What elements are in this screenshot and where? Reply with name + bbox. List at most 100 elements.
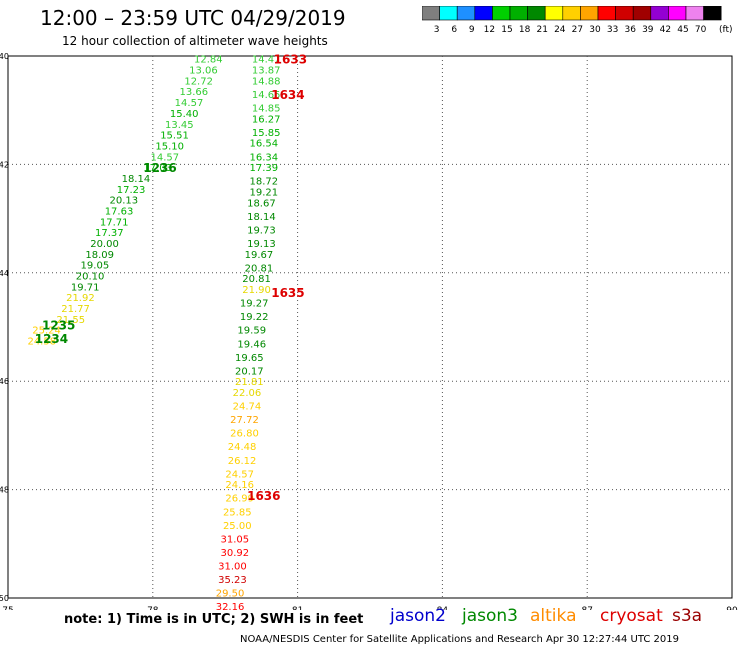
wave-height-value: 22.06 <box>233 388 262 399</box>
wave-height-value: 20.00 <box>90 239 119 250</box>
legend-label: 70 <box>695 25 707 35</box>
legend-label: 24 <box>554 25 566 35</box>
wave-height-value: 15.10 <box>155 141 184 152</box>
wave-height-value: 17.71 <box>100 217 129 228</box>
y-tick-label: -46 <box>0 377 9 386</box>
wave-height-value: 19.46 <box>237 339 266 350</box>
wave-height-value: 15.51 <box>160 131 189 142</box>
legend-label: 15 <box>501 25 512 35</box>
pass-time-label: 1633 <box>274 53 307 67</box>
wave-height-value: 26.12 <box>228 456 257 467</box>
wave-height-value: 26.99 <box>225 494 254 505</box>
wave-height-value: 19.71 <box>71 282 100 293</box>
wave-height-value: 20.10 <box>76 272 105 283</box>
wave-height-value: 19.13 <box>247 239 276 250</box>
satellite-jason2: jason2 <box>390 606 446 626</box>
y-tick-label: -44 <box>0 269 9 278</box>
chart-subtitle: 12 hour collection of altimeter wave hei… <box>62 34 328 48</box>
pass-time-label: 1635 <box>271 286 304 300</box>
wave-height-value: 14.57 <box>175 98 204 109</box>
footer-credit: NOAA/NESDIS Center for Satellite Applica… <box>240 634 679 645</box>
wave-height-value: 21.55 <box>56 315 85 326</box>
wave-height-value: 25.00 <box>223 521 252 532</box>
legend-label: 21 <box>536 25 547 35</box>
satellite-cryosat: cryosat <box>600 606 663 626</box>
wave-height-value: 16.27 <box>252 114 281 125</box>
wave-height-value: 19.73 <box>247 225 276 236</box>
y-tick-label: -50 <box>0 594 9 603</box>
wave-height-value: 17.63 <box>105 206 134 217</box>
wave-height-value: 14.85 <box>252 103 281 114</box>
wave-height-value: 16.34 <box>249 152 278 163</box>
wave-height-value: 12.72 <box>184 76 213 87</box>
x-tick-label: 81 <box>292 606 303 610</box>
y-tick-label: -48 <box>0 486 9 495</box>
legend-label: 12 <box>484 25 495 35</box>
wave-height-value: 20.81 <box>245 263 274 274</box>
units-note: note: 1) Time is in UTC; 2) SWH is in fe… <box>64 612 364 627</box>
legend-label: 3 <box>434 25 440 35</box>
wave-height-value: 25.85 <box>223 507 252 518</box>
wave-height-value: 26.80 <box>230 429 259 440</box>
wave-height-value: 20.81 <box>242 274 271 285</box>
wave-height-value: 12.84 <box>194 55 223 66</box>
wave-height-value: 19.05 <box>81 261 110 272</box>
pass-time-label: 1236 <box>143 161 176 175</box>
legend-label: 30 <box>589 25 601 35</box>
satellite-jason3: jason3 <box>462 606 518 626</box>
legend-label: 45 <box>677 25 688 35</box>
x-tick-label: 84 <box>437 606 449 610</box>
x-tick-label: 78 <box>147 606 159 610</box>
wave-height-value: 19.65 <box>235 353 264 364</box>
y-tick-label: -40 <box>0 52 9 61</box>
wave-height-value: 31.00 <box>218 561 247 572</box>
pass-time-label: 1636 <box>247 489 280 503</box>
legend-label: 36 <box>624 25 636 35</box>
legend-units: (ft) <box>719 25 733 35</box>
wave-height-value: 13.66 <box>180 87 209 98</box>
wave-height-value: 24.58 <box>27 337 56 348</box>
wave-height-value: 24.74 <box>233 402 262 413</box>
wave-height-value: 15.40 <box>170 109 199 120</box>
wave-height-value: 17.37 <box>95 228 124 239</box>
wave-height-value: 20.13 <box>110 196 139 207</box>
wave-height-value: 31.05 <box>221 534 250 545</box>
wave-height-value: 19.67 <box>245 250 274 261</box>
legend-label: 33 <box>607 25 618 35</box>
satellite-s3a: s3a <box>672 606 703 626</box>
pass-time-label: 1235 <box>42 318 75 332</box>
wave-height-value: 30.92 <box>221 548 250 559</box>
pass-time-label: 1234 <box>35 332 68 346</box>
wave-height-value: 24.48 <box>228 442 257 453</box>
wave-height-value: 25.24 <box>32 326 61 337</box>
wave-height-value: 32.16 <box>216 602 245 610</box>
wave-height-value: 29.50 <box>216 589 245 600</box>
legend-label: 9 <box>469 25 475 35</box>
legend-label: 18 <box>519 25 531 35</box>
wave-height-value: 19.22 <box>240 312 269 323</box>
wave-height-value: 21.92 <box>66 293 95 304</box>
wave-height-value: 24.16 <box>225 480 254 491</box>
wave-height-value: 18.14 <box>247 212 276 223</box>
wave-height-value: 19.27 <box>240 299 269 310</box>
wave-height-value: 17.03 <box>143 163 172 174</box>
wave-height-value: 18.09 <box>85 250 114 261</box>
wave-height-value: 35.23 <box>218 575 247 586</box>
wave-height-value: 21.81 <box>235 377 264 388</box>
chart-title: 12:00 – 23:59 UTC 04/29/2019 <box>40 6 346 30</box>
wave-height-value: 21.77 <box>61 304 90 315</box>
legend-label: 42 <box>660 25 671 35</box>
wave-height-value: 17.39 <box>249 163 278 174</box>
wave-height-value: 24.57 <box>225 469 254 480</box>
wave-height-value: 13.45 <box>165 120 194 131</box>
wave-height-value: 27.72 <box>230 415 259 426</box>
color-legend: 3 6 9 12 15 18 21 24 27 30 33 36 39 42 45 70 (ft) <box>422 6 733 35</box>
wave-height-value: 14.47 <box>252 55 281 66</box>
wave-height-value: 21.90 <box>242 285 271 296</box>
x-tick-label: 75 <box>2 606 13 610</box>
legend-swatch <box>703 6 722 21</box>
plot-frame <box>7 55 733 599</box>
wave-height-map: 75 78 81 84 87 90 -40 -42 -44 -46 -48 -50 12.8413.06… <box>0 52 738 610</box>
wave-height-value: 14.65 <box>252 90 281 101</box>
wave-height-value: 15.85 <box>252 128 281 139</box>
